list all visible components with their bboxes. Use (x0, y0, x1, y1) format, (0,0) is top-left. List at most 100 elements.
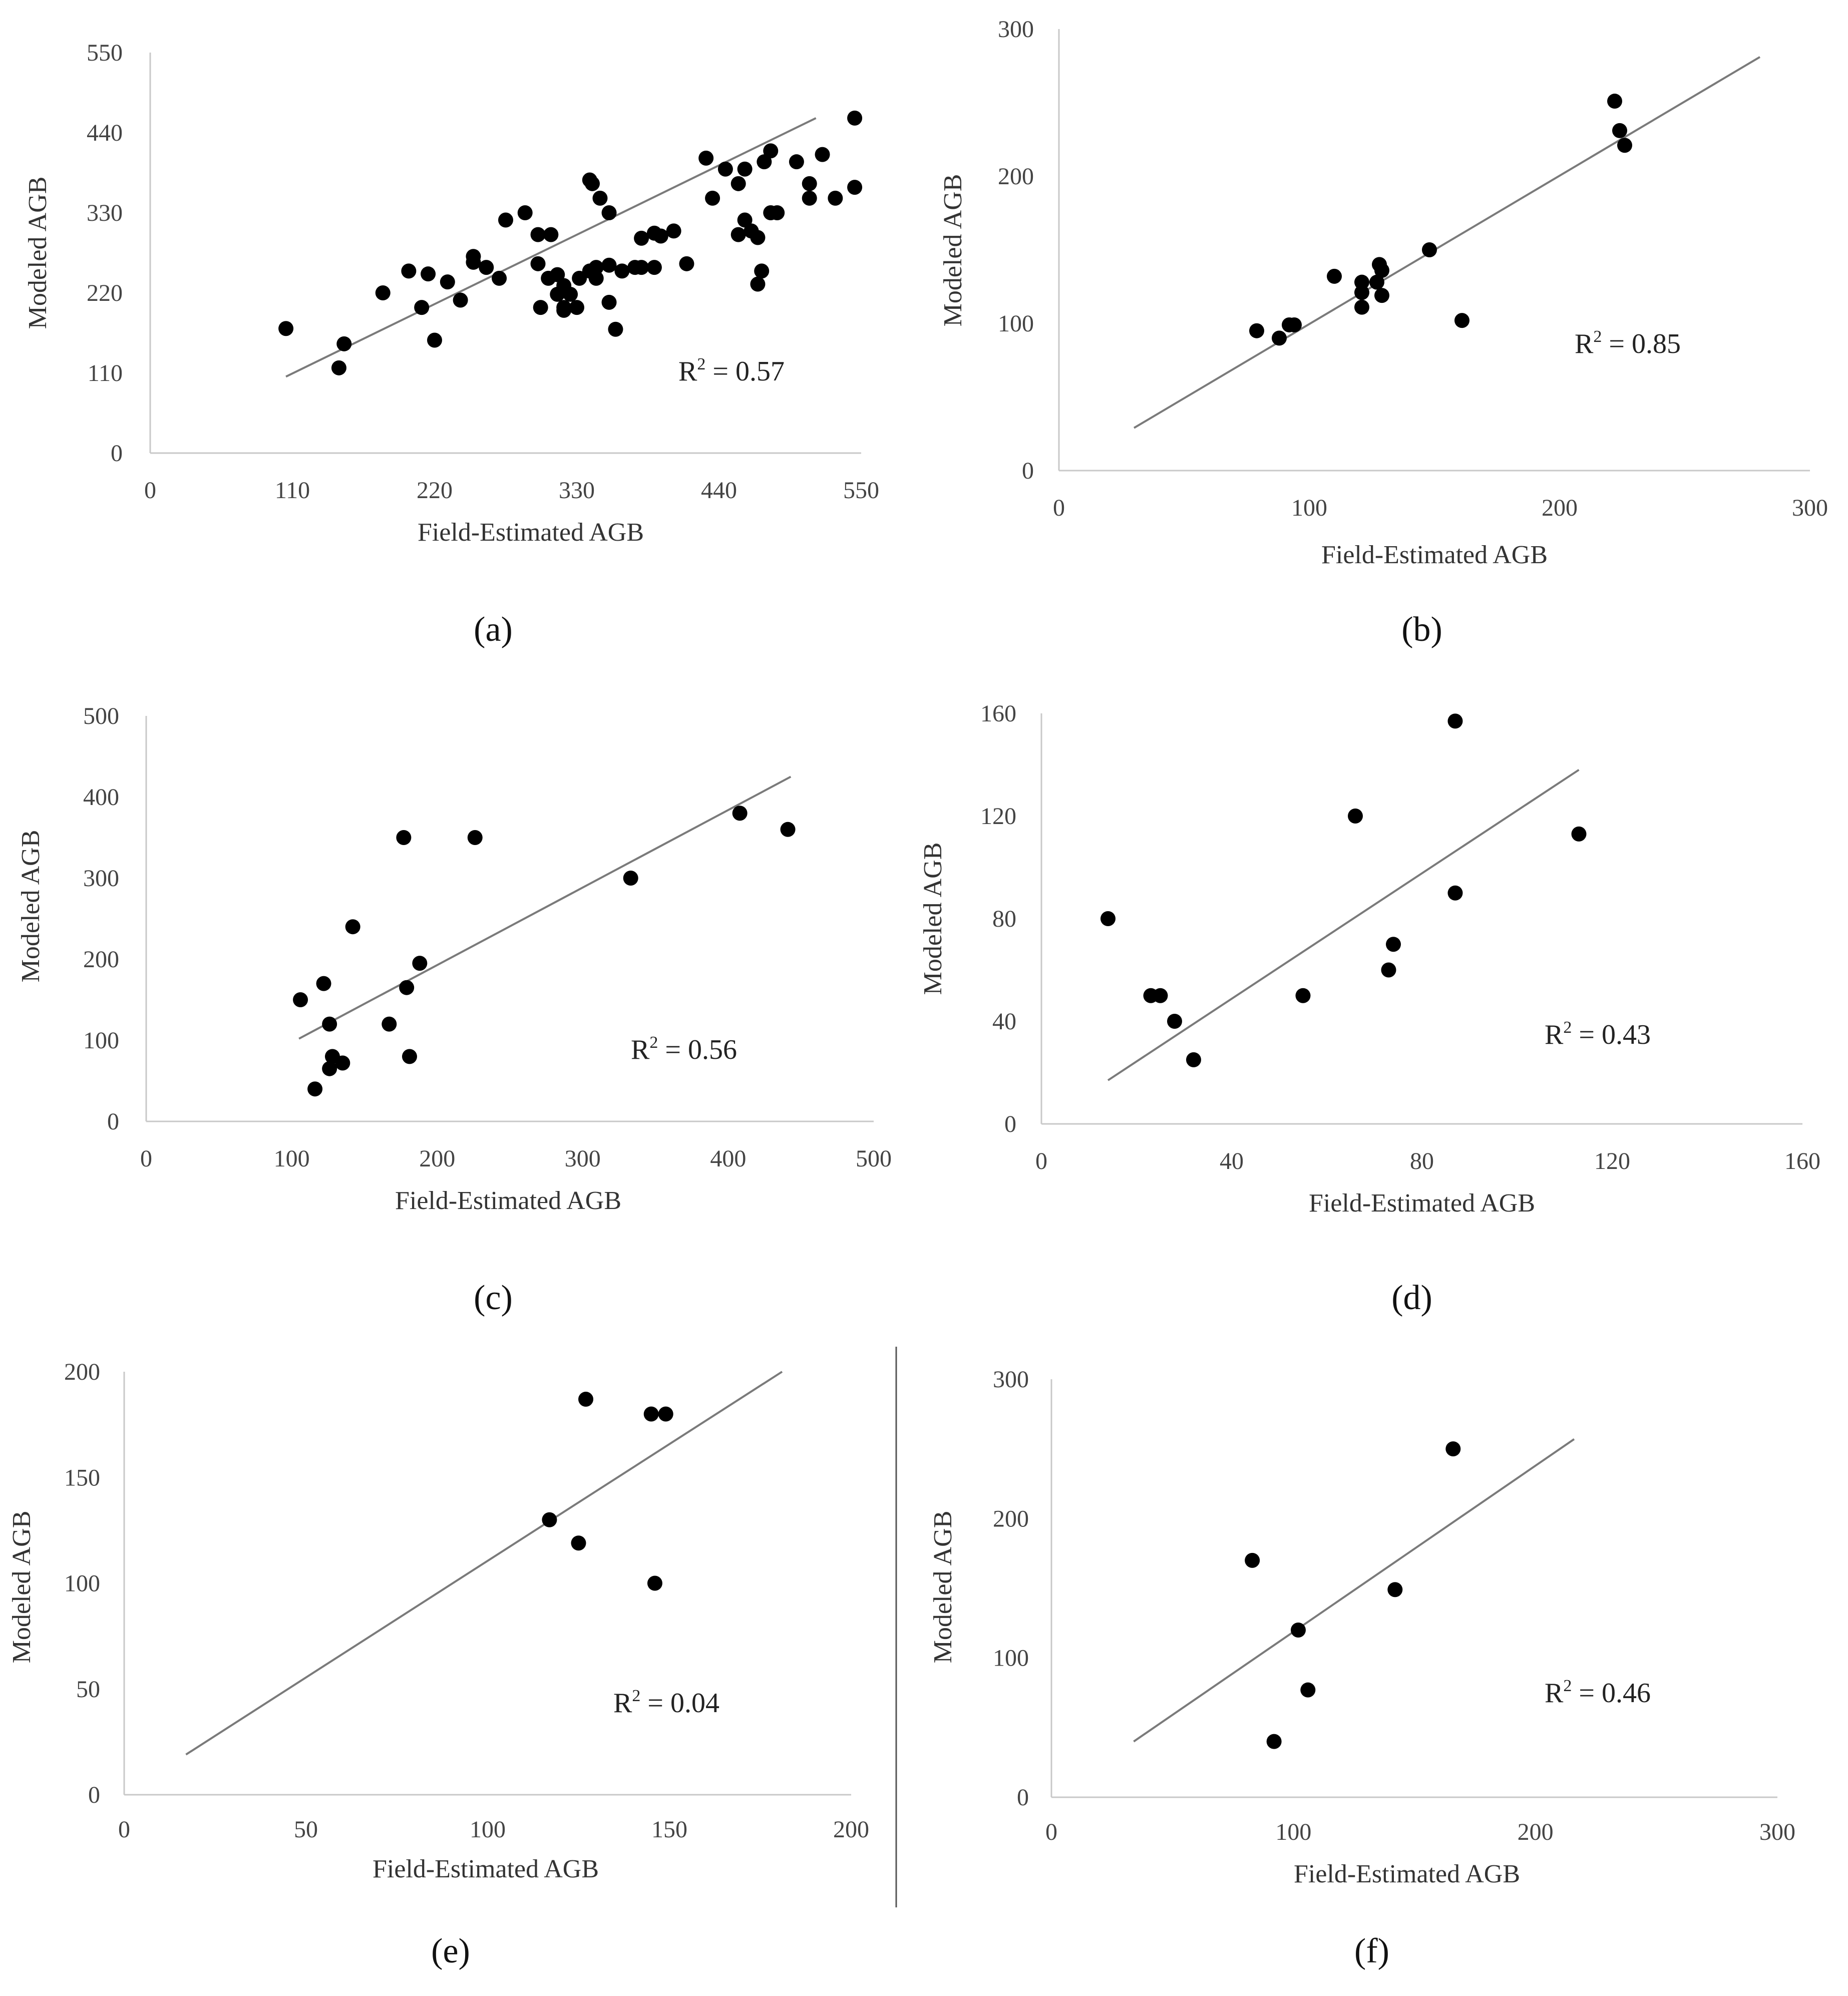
panel-a-data-point (401, 263, 417, 279)
panel-c-y-tick-label: 0 (107, 1108, 119, 1135)
panel-f-y-tick-label: 100 (993, 1645, 1029, 1672)
panel-a-data-point (847, 110, 863, 126)
panel-e-data-point (643, 1406, 659, 1422)
panel-d-r-squared: R2 = 0.43 (1545, 1018, 1651, 1050)
panel-c-x-tick-label: 0 (140, 1145, 152, 1172)
panel-f-r-squared: R2 = 0.46 (1545, 1677, 1651, 1709)
panel-f-trend-line (1133, 1438, 1575, 1743)
panel-b-data-point (1369, 274, 1384, 290)
panel-b-chart: 0 100 200 300 0 100 200 300 Field-Estimated AGB M… (939, 16, 1828, 649)
panel-d-data-point (1167, 1014, 1182, 1029)
panel-b-data-point (1612, 123, 1627, 138)
panel-a-data-point (601, 205, 617, 220)
panel-c-data-point (399, 980, 415, 995)
panel-a-x-axis-label: Field-Estimated AGB (418, 518, 644, 547)
panel-d-x-tick-label: 160 (1784, 1148, 1820, 1174)
panel-c-chart: 0 100 200 300 400 500 0 100 200 300 400 500 Field-Es… (17, 703, 892, 1317)
panel-f-label: (f) (1354, 1932, 1389, 1970)
panel-e-r-squared: R2 = 0.04 (613, 1687, 719, 1719)
panel-b-x-axis-label: Field-Estimated AGB (1321, 541, 1548, 569)
panel-a-data-point (584, 176, 600, 191)
panel-a-data-point (517, 205, 533, 220)
panel-e-y-tick-label: 150 (64, 1464, 100, 1491)
panel-c-data-point (335, 1055, 350, 1071)
panel-a-data-point (533, 300, 548, 315)
panel-a-y-tick-label: 550 (87, 40, 123, 66)
panel-b-x-tick-label: 300 (1792, 495, 1828, 521)
panel-d-data-point (1381, 962, 1396, 978)
panel-b-data-point (1287, 317, 1302, 332)
panel-a-data-point (592, 190, 608, 206)
panel-b-data-point (1327, 268, 1342, 284)
panel-a-data-point (421, 266, 436, 282)
panel-a-data-point (730, 176, 746, 191)
panel-b-data-point (1354, 274, 1369, 290)
panel-f-x-axis-label: Field-Estimated AGB (1294, 1860, 1520, 1888)
panel-a-data-point (543, 227, 559, 242)
panel-c-data-point (623, 871, 638, 886)
panel-a-data-point (608, 321, 623, 337)
panel-a-y-tick-label: 110 (88, 360, 123, 386)
panel-a-data-point (541, 270, 556, 286)
panel-c-data-point (322, 1016, 337, 1032)
panel-a-x-tick-label: 330 (559, 477, 595, 504)
panel-a-data-point (331, 360, 346, 375)
panel-c-data-point (402, 1049, 417, 1064)
panel-e-data-point (578, 1391, 594, 1407)
panel-a-y-tick-label: 330 (87, 200, 123, 226)
panel-e-y-tick-label: 0 (88, 1782, 100, 1808)
panel-a-data-point (466, 249, 481, 264)
panel-a-data-point (278, 321, 294, 336)
panel-e-trend-line (185, 1371, 783, 1756)
panel-a-data-point (757, 154, 772, 170)
panel-c-trend-line (298, 775, 792, 1040)
panel-a-data-point (601, 257, 617, 273)
panel-d-x-tick-label: 40 (1220, 1148, 1244, 1174)
panel-e-x-tick-label: 50 (294, 1816, 318, 1843)
panel-e-label: (e) (431, 1932, 470, 1970)
panel-a-data-point (737, 212, 753, 228)
panel-b-label: (b) (1401, 610, 1442, 649)
panel-a-x-tick-label: 440 (701, 477, 737, 504)
panel-c-data-point (467, 830, 483, 845)
panel-b-data-point (1272, 330, 1287, 346)
panel-c-x-axis-label: Field-Estimated AGB (395, 1186, 621, 1215)
panel-a-data-point (440, 274, 455, 290)
panel-a-x-tick-label: 550 (843, 477, 879, 504)
panel-d-trend-line (1107, 769, 1580, 1081)
panel-f-data-point (1266, 1734, 1282, 1749)
panel-a-data-point (802, 176, 817, 191)
panel-a-data-point (569, 300, 584, 315)
panel-b-data-point (1354, 285, 1369, 300)
panel-f-data-point (1291, 1623, 1306, 1638)
panel-c-y-tick-label: 200 (83, 946, 119, 973)
panel-f-x-tick-label: 200 (1518, 1819, 1554, 1845)
panel-a-data-point (847, 180, 863, 195)
panel-a-data-point (763, 143, 779, 159)
panel-a-data-point (492, 270, 507, 286)
panel-a-data-point (336, 336, 352, 351)
panel-d-data-point (1571, 826, 1587, 842)
panel-c-data-point (307, 1081, 323, 1097)
panel-a-data-point (754, 263, 770, 279)
panel-f-y-axis-label: Modeled AGB (929, 1511, 957, 1664)
panel-a-data-point (479, 260, 494, 275)
panel-f-data-point (1300, 1682, 1316, 1698)
panel-a-data-point (750, 276, 766, 292)
panel-c-x-tick-label: 300 (565, 1145, 601, 1172)
panel-d-x-axis-label: Field-Estimated AGB (1309, 1189, 1535, 1218)
panel-a-trend-line (285, 117, 817, 378)
panel-a-label: (a) (474, 610, 513, 649)
panel-c-y-tick-label: 300 (83, 865, 119, 892)
panel-a-data-point (698, 150, 714, 166)
panel-a-data-point (815, 147, 830, 162)
panel-a-data-point (634, 230, 649, 246)
panel-f-y-tick-label: 0 (1017, 1784, 1029, 1811)
panel-b-data-point (1607, 94, 1622, 109)
panel-f-chart: 0 100 200 300 0 100 200 300 Field-Estimated AGB M… (929, 1366, 1795, 1970)
panel-e-data-point (571, 1535, 586, 1551)
panel-b-y-tick-label: 100 (998, 310, 1034, 337)
panel-c-x-tick-label: 200 (419, 1145, 455, 1172)
panel-f-y-tick-label: 200 (993, 1505, 1029, 1532)
panel-a-data-point (770, 205, 785, 220)
